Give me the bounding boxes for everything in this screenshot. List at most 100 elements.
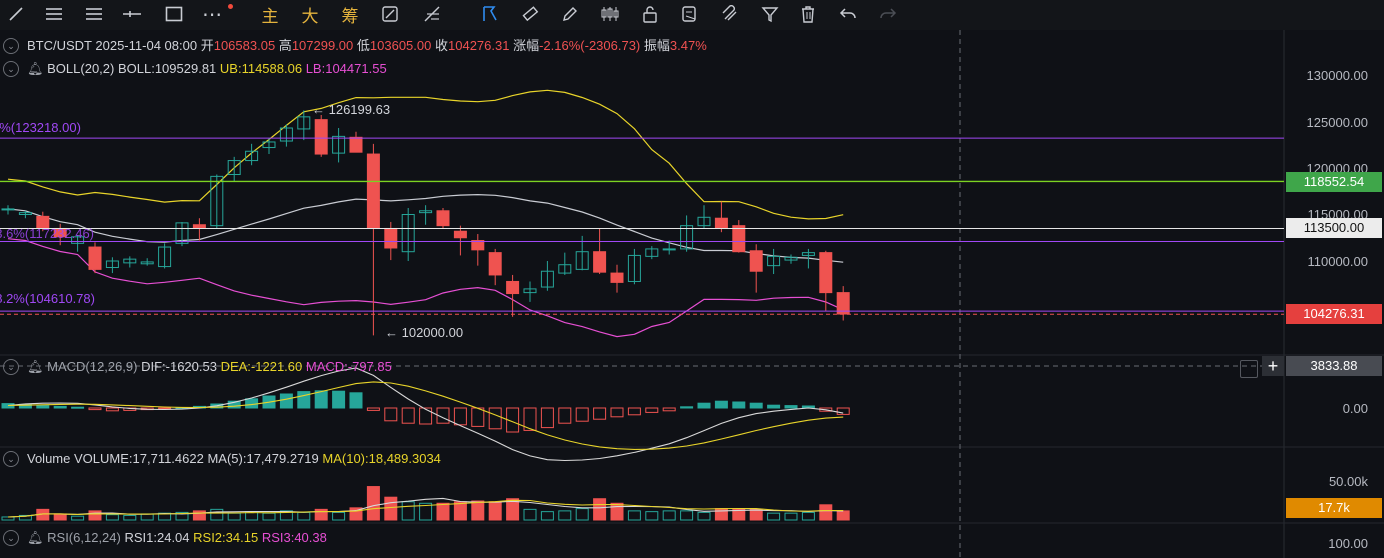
candle-body [349, 136, 363, 153]
candle-body [314, 119, 328, 155]
pencil-icon[interactable] [556, 2, 584, 26]
lock-icon[interactable] [636, 2, 664, 26]
change-value: -2.16%(-2306.73) [539, 38, 641, 53]
notification-dot [228, 4, 233, 9]
edit-icon[interactable] [376, 2, 404, 26]
candle-body [523, 288, 537, 294]
volume-bar [140, 513, 154, 521]
candle-body [297, 116, 311, 130]
rsi2-value: RSI2:34.15 [193, 530, 259, 545]
macd-dif: DIF:-1620.53 [141, 359, 217, 374]
trash-icon[interactable] [794, 2, 822, 26]
line-tool-icon[interactable] [2, 2, 30, 26]
fib-382-label: 38.2%(104610.78) [0, 291, 95, 306]
macd-bar [627, 407, 641, 416]
macd-bar [227, 400, 241, 409]
chips-button[interactable]: 筹 [341, 6, 359, 26]
parallel-channel-icon[interactable] [80, 2, 108, 26]
candle-body [610, 272, 624, 283]
macd-bar [245, 398, 259, 409]
candle-body [192, 224, 206, 229]
macd-bell-icon[interactable]: 🔔︎ [27, 359, 44, 374]
horizontal-lines-icon[interactable] [40, 2, 68, 26]
collapse-volume-icon[interactable]: ⌄ [3, 451, 19, 467]
macd-bar [714, 400, 728, 409]
candle-body [680, 225, 694, 250]
volume-bar [610, 502, 624, 521]
cursor-select-icon[interactable] [476, 2, 504, 26]
volume-bar [262, 512, 276, 521]
add-alert-button[interactable]: + [1262, 356, 1284, 376]
low-annotation: ← 102000.00 [385, 325, 464, 340]
volume-bar [123, 514, 137, 521]
candle-body [175, 222, 189, 244]
candle-body [540, 270, 554, 288]
volume-bar [453, 501, 467, 521]
macd-bar [36, 405, 50, 409]
candle-body [453, 230, 467, 239]
rsi-legend: 🔔︎ RSI(6,12,24) RSI1:24.04 RSI2:34.15 RS… [27, 530, 327, 546]
candle-body [819, 252, 833, 294]
macd-bar [419, 407, 433, 425]
volume-bar [53, 513, 67, 521]
candle-body [627, 254, 641, 282]
collapse-main-icon[interactable]: ⌄ [3, 38, 19, 54]
ruler-icon[interactable] [516, 2, 544, 26]
undo-icon[interactable] [834, 2, 862, 26]
volume-bar [784, 512, 798, 521]
boll-ub: UB:114588.06 [219, 61, 303, 76]
collapse-rsi-icon[interactable]: ⌄ [3, 530, 19, 546]
volume-bar [175, 511, 189, 521]
filter-icon[interactable] [756, 2, 784, 26]
macd-bar [610, 407, 624, 418]
low-label: 低 [356, 38, 370, 53]
macd-bar [784, 405, 798, 409]
candle-body [279, 127, 293, 142]
boll-legend: 🔔︎ BOLL(20,2) BOLL:109529.81 UB:114588.0… [27, 61, 387, 77]
macd-dea-line [7, 381, 844, 450]
rectangle-icon[interactable] [160, 2, 188, 26]
indicator-icon[interactable] [596, 2, 624, 26]
fib-tool-icon[interactable] [418, 2, 446, 26]
volume-bar [767, 512, 781, 521]
volume-bar [384, 496, 398, 521]
volume-bar [210, 508, 224, 521]
volume-bar [749, 508, 763, 521]
macd-bar [767, 404, 781, 409]
amp-value: 3.47% [669, 38, 707, 53]
volume-bar [297, 511, 311, 521]
large-order-button[interactable]: 大 [301, 6, 319, 26]
macd-bar [558, 407, 572, 424]
macd-bar [453, 407, 467, 426]
volume-bar [332, 511, 346, 521]
candle-body [506, 280, 520, 295]
volume-bar [488, 501, 502, 521]
redo-icon[interactable] [874, 2, 902, 26]
bell-icon[interactable]: 🔔︎ [27, 61, 44, 76]
volume-bar [227, 512, 241, 521]
candle-body [123, 258, 137, 264]
open-value: 106583.05 [213, 38, 276, 53]
macd-bar [680, 406, 694, 409]
volume-bar [836, 510, 850, 521]
macd-bar [732, 401, 746, 409]
price-tick-110000: 110000.00 [1307, 254, 1369, 269]
volume-bar [819, 504, 833, 521]
screenshot-icon[interactable] [1240, 360, 1258, 378]
macd-bar [71, 406, 85, 409]
volume-tick-50k: 50.00k [1328, 474, 1368, 489]
collapse-macd-icon[interactable]: ⌄ [3, 359, 19, 375]
collapse-boll-icon[interactable]: ⌄ [3, 61, 19, 77]
volume-bar [645, 511, 659, 521]
crosshair-line-icon[interactable] [118, 2, 146, 26]
more-icon[interactable]: ⋯ [202, 3, 222, 26]
macd-bar [662, 407, 676, 412]
candle-body [366, 153, 380, 229]
note-icon[interactable] [676, 2, 704, 26]
macd-bar [88, 407, 102, 411]
main-chart-button[interactable]: 主 [261, 6, 279, 26]
rsi-bell-icon[interactable]: 🔔︎ [27, 530, 44, 545]
magnet-icon[interactable] [716, 2, 744, 26]
close-value: 104276.31 [448, 38, 510, 53]
